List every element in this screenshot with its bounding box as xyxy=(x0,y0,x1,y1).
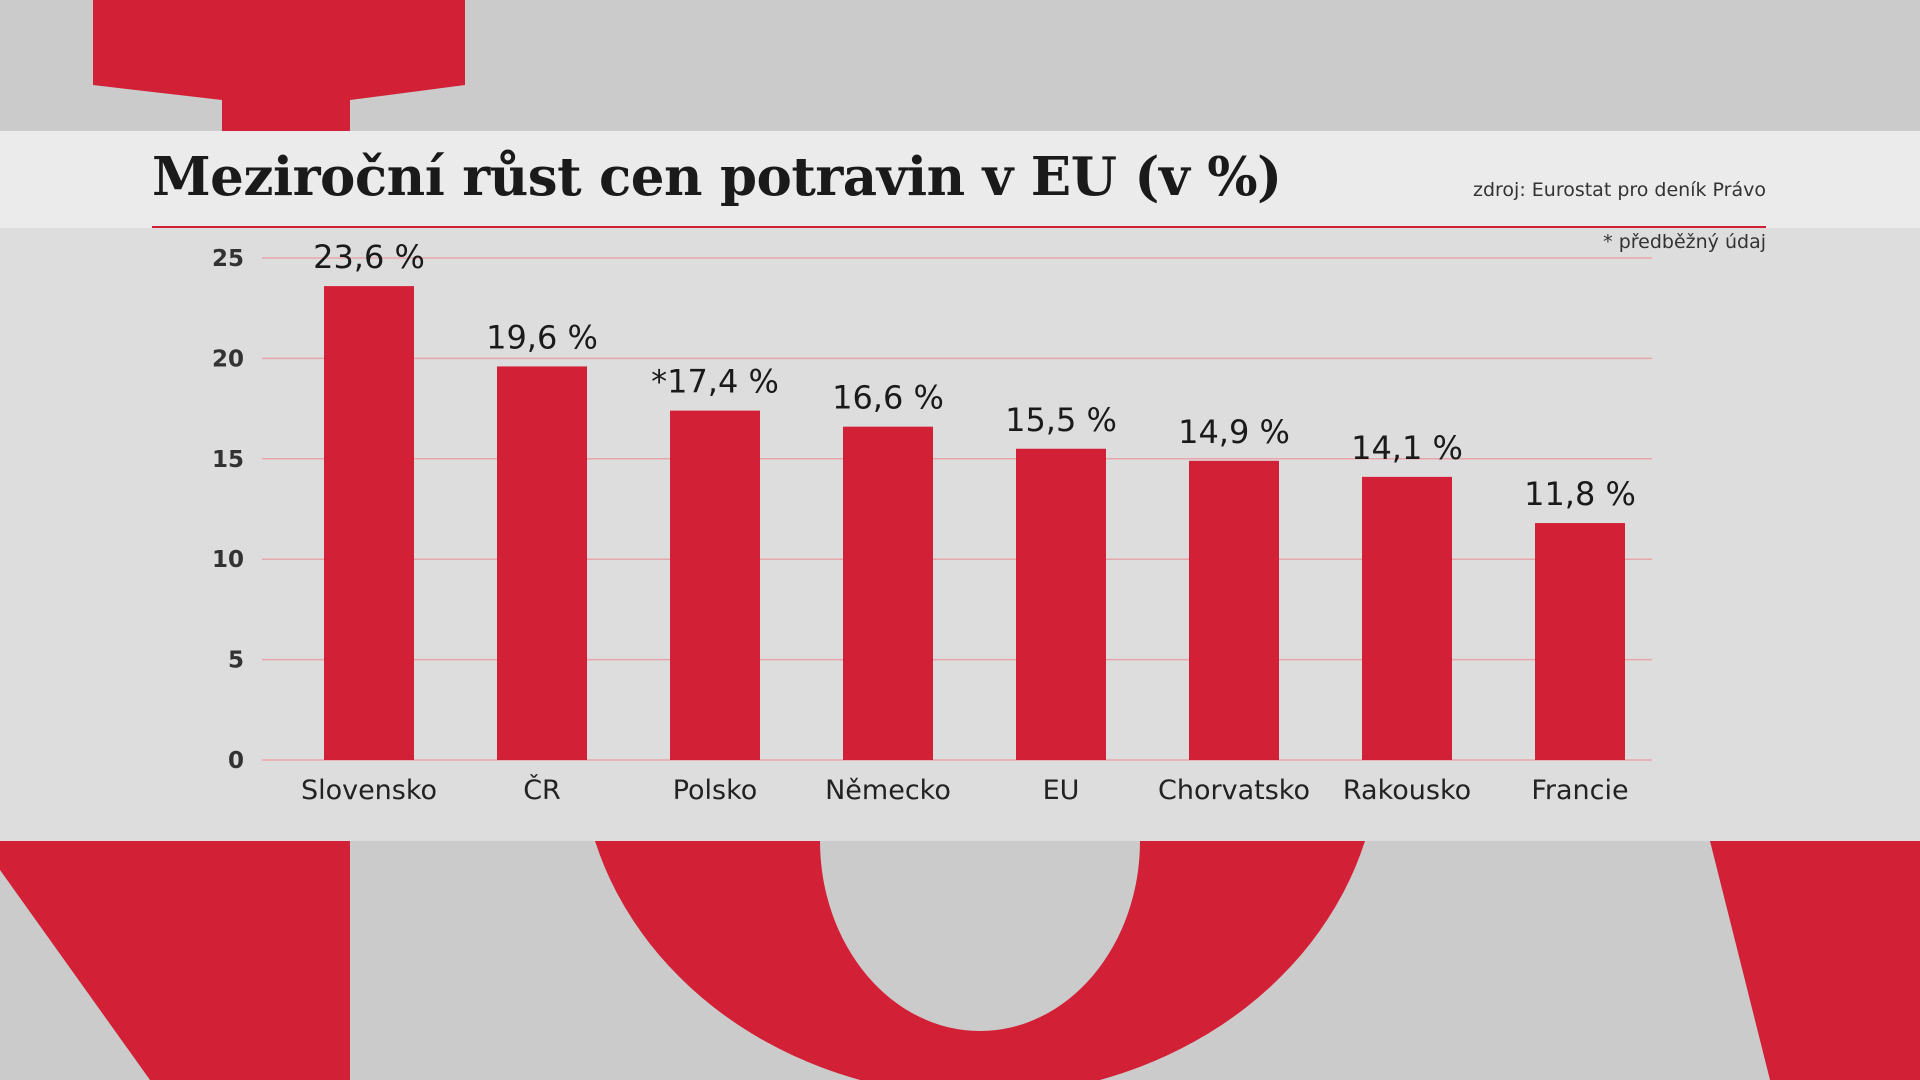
bar xyxy=(1362,476,1452,760)
bar xyxy=(843,426,933,760)
bars xyxy=(324,286,1625,760)
value-label: 23,6 % xyxy=(313,238,425,276)
value-label: 16,6 % xyxy=(832,379,944,417)
bar xyxy=(670,410,760,760)
y-tick-label: 0 xyxy=(228,748,244,774)
y-tick-label: 15 xyxy=(212,447,244,473)
chart-title: Meziroční růst cen potravin v EU (v %) xyxy=(152,146,1282,208)
category-label: Chorvatsko xyxy=(1158,775,1310,806)
source-note: zdroj: Eurostat pro deník Právo xyxy=(1473,179,1766,201)
value-label: *17,4 % xyxy=(651,363,779,401)
category-labels: Slovensko ČR Polsko Německo EU Chorvatsko Rako… xyxy=(301,774,1629,806)
y-tick-label: 5 xyxy=(228,648,244,674)
category-label: Slovensko xyxy=(301,775,437,806)
y-axis: 0 5 10 15 20 25 xyxy=(212,246,244,774)
y-tick-label: 20 xyxy=(212,346,244,372)
category-label: Francie xyxy=(1531,775,1628,806)
category-label: ČR xyxy=(523,774,561,806)
y-tick-label: 25 xyxy=(212,246,244,272)
bar xyxy=(1189,460,1279,760)
value-label: 15,5 % xyxy=(1005,401,1117,439)
bar xyxy=(1016,448,1106,760)
grid-lines xyxy=(262,257,1652,761)
category-label: Polsko xyxy=(673,775,758,806)
value-label: 11,8 % xyxy=(1524,475,1636,513)
bar xyxy=(324,286,414,760)
value-label: 19,6 % xyxy=(486,318,598,356)
category-label: EU xyxy=(1043,775,1080,806)
title-divider xyxy=(152,226,1766,228)
footnote: * předběžný údaj xyxy=(1603,231,1766,253)
value-label: 14,9 % xyxy=(1178,413,1290,451)
category-label: Rakousko xyxy=(1343,775,1471,806)
bar xyxy=(1535,523,1625,760)
header-band xyxy=(0,131,1920,228)
bar xyxy=(497,366,587,760)
value-label: 14,1 % xyxy=(1351,429,1463,467)
category-label: Německo xyxy=(825,775,951,806)
value-labels: 23,6 % 19,6 % *17,4 % 16,6 % 15,5 % 14,9 % 14,… xyxy=(313,238,1636,513)
y-tick-label: 10 xyxy=(212,547,244,573)
